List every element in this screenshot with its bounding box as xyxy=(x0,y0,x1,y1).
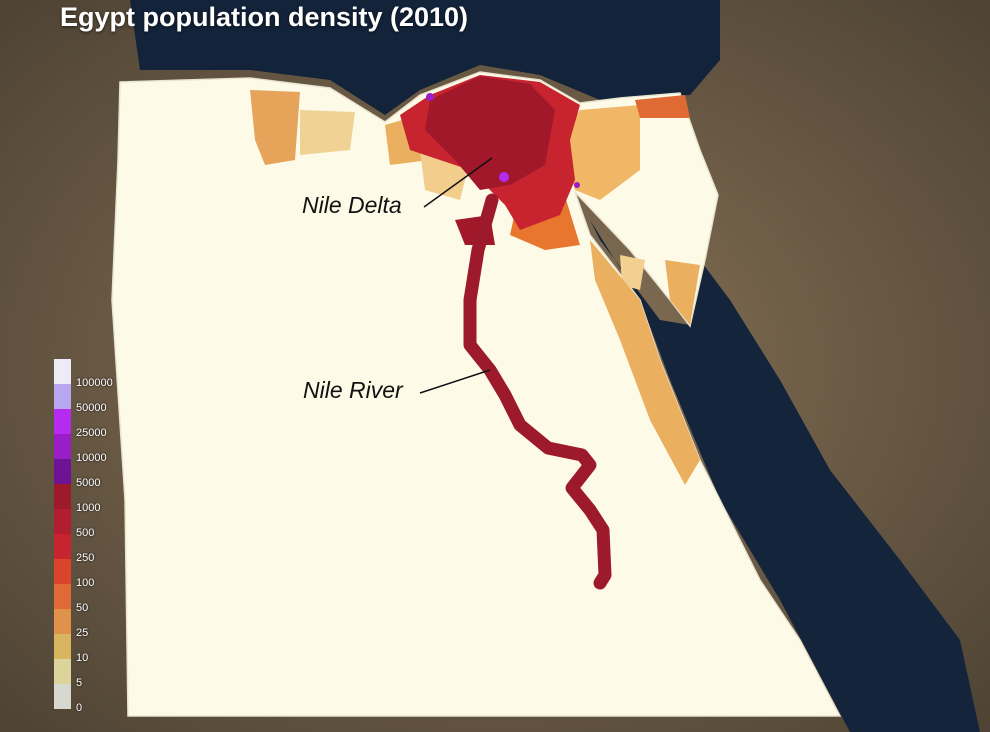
legend-swatch xyxy=(54,409,71,434)
legend-label: 250 xyxy=(76,552,95,564)
legend-label: 100000 xyxy=(76,377,113,389)
legend-label: 10000 xyxy=(76,452,107,464)
legend-swatch xyxy=(54,359,71,384)
legend-swatch xyxy=(54,684,71,709)
nile-river-label: Nile River xyxy=(303,377,403,403)
density-regions xyxy=(250,75,700,485)
legend-swatch xyxy=(54,384,71,409)
density-legend: 100000 50000 25000 10000 5000 1000 500 250 100 50… xyxy=(54,359,113,714)
legend-label: 50 xyxy=(76,602,89,614)
legend-swatch xyxy=(54,584,71,609)
legend-label: 10 xyxy=(76,652,89,664)
nile-river-leader-line xyxy=(419,369,491,394)
legend-label: 1000 xyxy=(76,502,101,514)
legend-swatch xyxy=(54,459,71,484)
legend-swatch xyxy=(54,484,71,509)
legend-swatch xyxy=(54,609,71,634)
legend-label: 5 xyxy=(76,677,83,689)
nile-delta-label: Nile Delta xyxy=(302,192,402,218)
nile-delta-leader-line xyxy=(423,157,493,208)
mediterranean-sea xyxy=(130,0,720,115)
legend-swatch xyxy=(54,509,71,534)
legend-label: 500 xyxy=(76,527,95,539)
legend-swatch xyxy=(54,434,71,459)
legend-label: 25000 xyxy=(76,427,107,439)
legend-swatch xyxy=(54,659,71,684)
legend-swatch xyxy=(54,634,71,659)
red-sea xyxy=(575,190,980,732)
legend-swatch xyxy=(54,559,71,584)
nile-river xyxy=(463,193,612,590)
legend-label: 0 xyxy=(76,702,83,714)
legend-label: 25 xyxy=(76,627,89,639)
legend-label: 100 xyxy=(76,577,95,589)
legend-label: 5000 xyxy=(76,477,101,489)
map-title: Egypt population density (2010) xyxy=(60,2,469,32)
legend-label: 50000 xyxy=(76,402,107,414)
legend-swatch xyxy=(54,534,71,559)
